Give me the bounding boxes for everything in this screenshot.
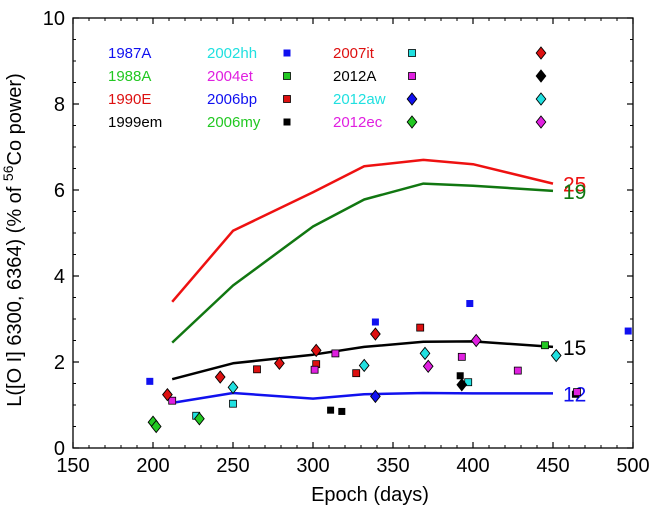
y-tick-label: 8 (54, 94, 65, 116)
data-point-1987A (466, 300, 474, 308)
data-point-2007it (310, 343, 322, 358)
legend-marker-1999em (283, 118, 291, 126)
data-point-2007it (214, 370, 226, 384)
plot-area: 150200250300350400450500024681025191512 (43, 8, 650, 477)
model-line-label: 19 (563, 181, 586, 204)
data-point-2007it (274, 356, 285, 371)
legend-marker-2012A (535, 69, 547, 83)
legend-marker-2007it (535, 46, 547, 60)
model-line-label: 15 (563, 337, 586, 360)
data-point-2007it (370, 327, 381, 341)
legend-label: 1999em (108, 114, 162, 131)
legend-marker-1988A (283, 72, 291, 80)
data-point-2012aw (550, 348, 562, 363)
legend: 1987A 1988A 1990E 1999em 2002hh 2004et 2006bp 2… (108, 45, 547, 131)
legend-marker-1987A (283, 49, 291, 57)
legend-label: 2012A (333, 68, 376, 85)
model-line-15 (171, 340, 554, 381)
legend-label: 2007it (333, 45, 375, 62)
x-tick-label: 150 (56, 455, 89, 477)
data-point-2004et (168, 396, 177, 405)
x-tick-label: 500 (616, 455, 649, 477)
legend-label: 1987A (108, 45, 151, 62)
data-point-2012aw (419, 346, 431, 361)
legend-marker-2006bp (406, 92, 418, 106)
model-line-label: 25 (563, 174, 586, 197)
y-tick-label: 10 (43, 8, 65, 30)
data-point-2012A (456, 378, 468, 392)
legend-label: 2004et (207, 68, 254, 85)
legend-label: 2006bp (207, 91, 257, 108)
data-point-2012ec (422, 359, 434, 374)
model-line-19 (171, 182, 554, 344)
legend-marker-2002hh (408, 49, 416, 57)
x-tick-label: 300 (296, 455, 329, 477)
y-axis-title: L([O I] 6300, 6364) (% of 56Co power) (0, 73, 26, 407)
legend-label: 1990E (108, 91, 151, 108)
y-tick-label: 0 (54, 438, 65, 460)
model-line-25 (171, 158, 554, 303)
legend-label: 2006my (207, 114, 261, 131)
data-point-2012ec (470, 333, 482, 348)
data-point-2012aw (358, 358, 370, 373)
data-point-1999em (338, 407, 346, 415)
y-axis-title-post: Co power) (4, 73, 26, 165)
data-point-1987A (624, 327, 632, 335)
data-point-1987A (371, 318, 379, 326)
data-point-2006bp (370, 389, 381, 404)
x-tick-label: 450 (536, 455, 569, 477)
data-point-1990E (352, 369, 361, 378)
x-axis-title: Epoch (days) (311, 484, 429, 506)
data-point-2004et (457, 352, 466, 361)
legend-label: 1988A (108, 68, 151, 85)
data-point-2004et (310, 365, 319, 374)
data-point-1988A (541, 341, 549, 350)
data-point-1987A (146, 377, 154, 385)
data-point-1999em (456, 372, 464, 380)
y-axis-title-pre: L([O I] 6300, 6364) (% of (4, 181, 26, 407)
data-point-2004et (331, 349, 340, 358)
legend-label: 2012ec (333, 114, 383, 131)
legend-label: 2002hh (207, 45, 257, 62)
data-point-1990E (416, 323, 425, 332)
y-tick-label: 2 (54, 352, 65, 374)
legend-marker-2012aw (535, 92, 547, 106)
y-tick-label: 4 (54, 266, 65, 288)
data-point-1990E (253, 365, 261, 374)
x-tick-label: 250 (216, 455, 249, 477)
data-point-2012aw (227, 380, 239, 395)
data-point-2002hh (229, 399, 237, 408)
data-point-2006my (150, 419, 162, 434)
data-point-2004et (573, 388, 581, 397)
data-point-2004et (513, 366, 522, 375)
data-point-2006my (194, 412, 205, 426)
data-point-2007it (162, 387, 173, 402)
x-tick-label: 350 (376, 455, 409, 477)
y-axis-title-sup: 56 (0, 165, 16, 181)
legend-marker-2006my (406, 115, 418, 129)
y-tick-label: 6 (54, 180, 65, 202)
legend-marker-1990E (283, 95, 291, 103)
legend-label: 2012aw (333, 91, 386, 108)
legend-marker-2012ec (535, 115, 547, 129)
legend-marker-2004et (408, 72, 416, 80)
x-tick-label: 200 (136, 455, 169, 477)
x-tick-label: 400 (456, 455, 489, 477)
data-point-1999em (327, 406, 335, 414)
